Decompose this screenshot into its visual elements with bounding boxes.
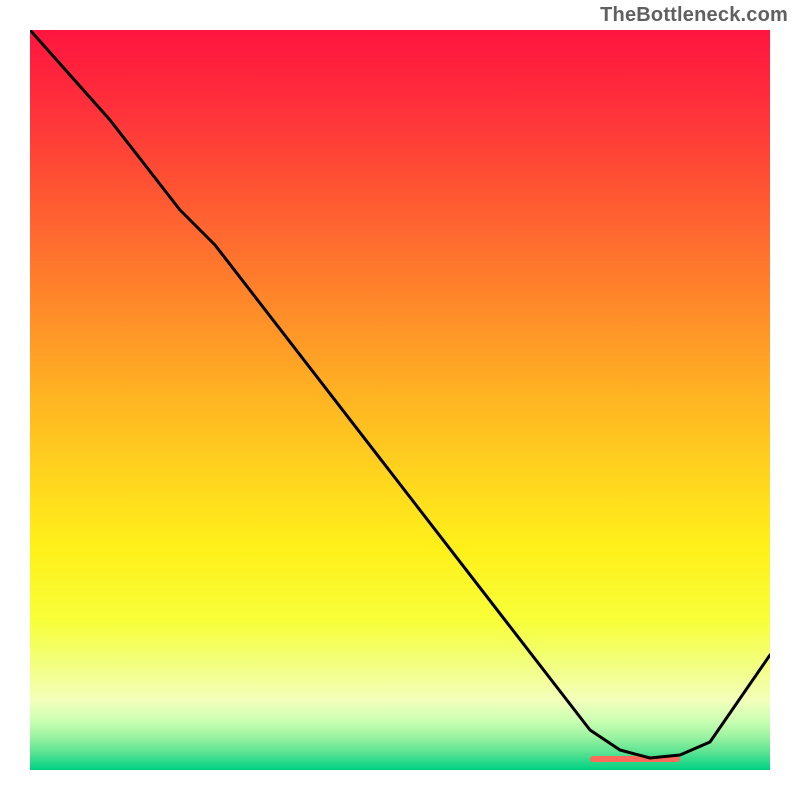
chart-svg	[30, 30, 770, 770]
chart-background	[30, 30, 770, 770]
watermark-label: TheBottleneck.com	[600, 4, 788, 27]
chart-plot	[30, 30, 770, 770]
